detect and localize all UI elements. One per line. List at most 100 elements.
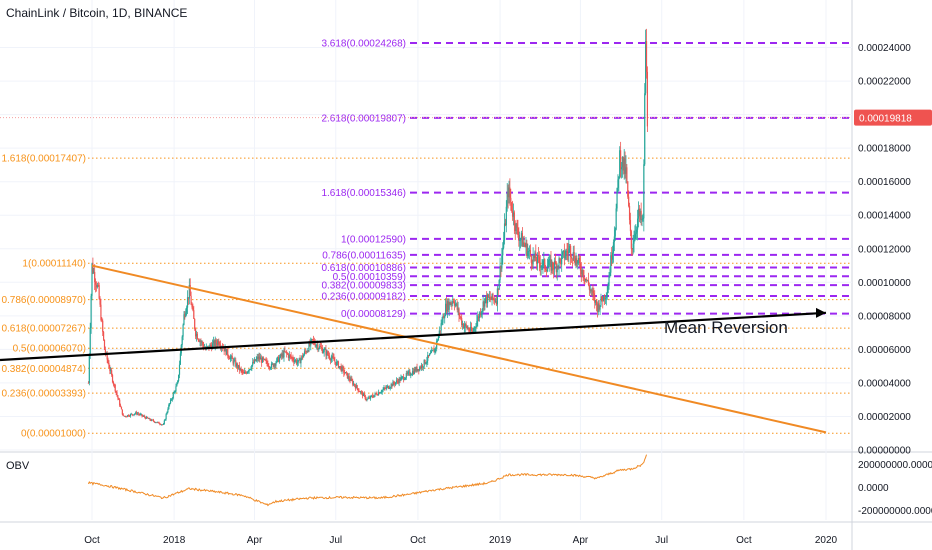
candle-body [210,344,212,347]
candle-body [570,256,573,259]
candle-body [582,269,584,278]
candle-body [282,353,284,358]
fib-right-label: 1(0.00012590) [341,234,406,245]
candle-body [624,158,626,174]
candle-body [104,349,106,354]
candle-body [646,71,649,127]
candle-body [133,414,135,416]
candle-body [123,415,125,417]
candle-body [605,297,607,299]
candle-body [106,353,108,360]
candle-body [478,316,480,319]
candle-body [176,383,178,387]
candle-body [324,349,326,351]
candle-body [602,300,604,302]
candle-body [193,310,195,319]
candle-body [436,340,439,342]
candle-body [140,414,142,415]
candle-body [252,361,254,366]
candle-body [364,395,366,399]
candle-body [400,377,402,381]
candle-body [110,370,112,372]
candle-body [332,356,334,358]
y-tick-label: 0.00022000 [858,77,911,88]
candle-body [95,284,98,288]
fib-left-label: 0.618(0.00007267) [1,324,86,335]
candle-body [111,374,114,382]
fib-left-label: 0(0.00001000) [21,429,86,440]
candle-body [344,373,346,374]
candle-body [610,255,612,273]
candle-body [483,301,485,307]
candle-body [399,378,401,381]
candle-body [139,414,141,415]
candle-body [485,295,487,299]
candle-body [395,382,397,385]
candle-body [251,365,253,369]
candle-body [122,414,124,416]
candle-body [298,358,300,361]
candle-body [170,399,173,401]
candle-body [614,229,616,237]
candle-body [303,351,306,355]
candle-body [335,361,337,366]
candle-body [450,303,452,305]
candle-body [636,229,638,233]
candle-body [369,395,372,399]
candle-body [292,357,294,361]
candle-body [512,212,515,217]
candle-body [594,295,596,303]
candle-body [591,290,593,292]
candle-body [346,372,348,379]
candle-body [585,278,587,281]
candle-body [381,390,383,393]
candle-body [317,344,319,350]
candle-body [459,315,461,317]
candle-body [284,350,286,352]
candle-body [309,343,311,346]
candle-body [401,376,403,378]
candle-body [260,358,262,360]
candle-body [552,262,554,268]
candle-body [286,351,288,354]
x-tick-label: 2019 [489,535,512,546]
candle-body [202,341,204,346]
fib-right-label: 0.5(0.00010359) [333,272,406,283]
candle-body [423,359,425,367]
candle-body [184,314,186,317]
candle-body [417,369,419,371]
candle-body [464,324,466,327]
candle-body [366,399,368,401]
candle-body [578,257,581,264]
candle-body [164,419,166,421]
candle-body [191,304,193,308]
candle-body [540,266,542,268]
candle-body [477,316,479,322]
candle-body [466,326,468,329]
candle-body [518,235,520,241]
candle-body [161,424,163,426]
fib-right-label: 0.786(0.00011635) [322,250,406,261]
candle-body [531,262,533,265]
candle-body [234,360,236,362]
candle-body [131,413,133,415]
candle-body [357,388,359,391]
candle-body [415,367,417,372]
candle-body [286,353,289,355]
candle-body [608,276,610,286]
candle-body [90,295,92,329]
candle-body [98,285,100,299]
candle-body [620,150,622,170]
candle-body [588,285,590,290]
candle-body [256,356,258,359]
candle-body [444,315,446,319]
candle-body [476,321,478,327]
candle-body [135,412,137,414]
candle-body [579,263,582,271]
candle-body [246,371,248,374]
candle-body [406,373,408,374]
candle-body [281,353,283,357]
candle-body [228,355,230,358]
candle-body [443,316,445,319]
candle-body [497,288,499,290]
